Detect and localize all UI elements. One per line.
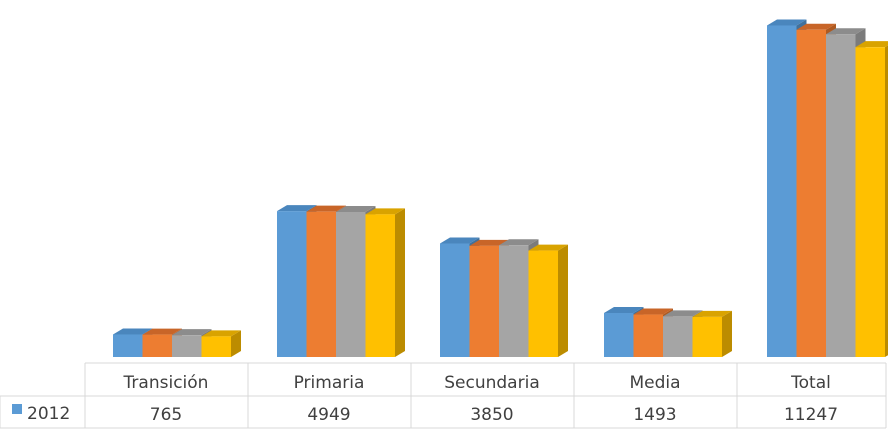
bar (663, 316, 693, 357)
bar-top (604, 306, 644, 313)
bar (201, 336, 231, 357)
bar-side (395, 208, 405, 357)
bar (796, 29, 826, 358)
data-value: 1493 (633, 405, 676, 425)
bar-top (336, 205, 376, 212)
bar-top (440, 237, 480, 244)
bar-top (796, 23, 836, 30)
category-label: Media (629, 373, 680, 393)
bar (855, 47, 885, 358)
bar-top (469, 239, 509, 246)
data-value: 4949 (307, 405, 350, 425)
bar (469, 245, 499, 357)
bar-top (633, 308, 673, 315)
bar (440, 243, 470, 357)
bar-top (365, 208, 405, 215)
category-label: Total (790, 373, 831, 393)
bar (336, 211, 366, 357)
legend-key-2012 (12, 404, 22, 414)
bar-top (692, 310, 732, 317)
data-value: 11247 (784, 405, 838, 425)
bar (365, 214, 395, 357)
bar-side (558, 244, 568, 357)
bar (692, 316, 722, 357)
bar-side (722, 310, 732, 357)
bar (172, 335, 202, 357)
bar-top (663, 310, 703, 317)
bar (142, 334, 172, 357)
bar-top (855, 41, 888, 48)
bar (528, 250, 558, 357)
bar-side (231, 330, 241, 357)
bar-top (767, 19, 807, 26)
bar-top (277, 205, 317, 212)
data-value: 3850 (470, 405, 513, 425)
category-label: Primaria (294, 373, 365, 393)
bar (767, 25, 797, 357)
bar (306, 211, 336, 357)
category-label: Secundaria (444, 373, 539, 393)
data-table: Transición Primaria Secundaria Media Tot… (0, 362, 887, 429)
data-value: 765 (150, 405, 182, 425)
bar-top (306, 205, 346, 212)
bar-side (885, 45, 888, 357)
bar-top (113, 328, 153, 335)
bar-top (142, 328, 182, 335)
bar (499, 245, 529, 357)
bar (826, 34, 856, 357)
bar-top (528, 244, 568, 251)
bar (113, 334, 143, 357)
bar (277, 211, 307, 357)
bar-top (172, 329, 212, 336)
bar (604, 312, 634, 357)
bar-top (826, 28, 866, 35)
row-label-2012: 2012 (27, 404, 70, 424)
category-label: Transición (123, 373, 209, 393)
bars-group (113, 19, 888, 358)
bar (633, 314, 663, 357)
bar-top (201, 330, 241, 337)
bar-top (499, 239, 539, 246)
